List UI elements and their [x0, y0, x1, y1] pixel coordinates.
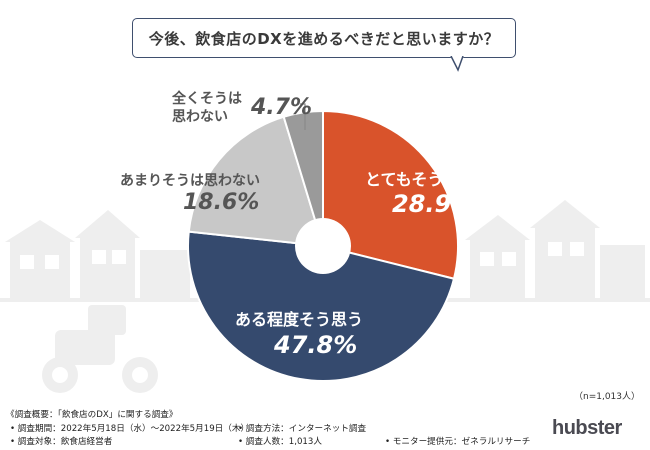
slice-somewhat-agree [187, 230, 456, 382]
leader-line-not-at-all [300, 103, 306, 130]
label-not-much: あまりそうは思わない [120, 173, 260, 189]
survey-provider: • モニター提供元：ゼネラルリサーチ [385, 437, 531, 447]
label-not-at-all-2: 思わない [172, 109, 228, 125]
label-very-agree: とてもそう思う [365, 170, 476, 189]
survey-footer: 《調査概要：「飲食店のDX」に関する調査》 • 調査期間：2022年5月18日（… [0, 405, 650, 450]
survey-title: 《調査概要：「飲食店のDX」に関する調査》 [6, 410, 178, 420]
slice-not-much [187, 115, 325, 248]
pie-chart [187, 103, 459, 382]
survey-period: • 調査期間：2022年5月18日（水）〜2022年5月19日（木） [10, 424, 250, 434]
value-not-much: 18.6% [183, 190, 260, 215]
value-somewhat-agree: 47.8% [274, 331, 358, 359]
question-text: 今後、飲食店のDXを進めるべきだと思いますか？ [132, 18, 516, 58]
hubster-logo: hubster [552, 417, 622, 439]
pie-center-hole [295, 218, 351, 274]
label-not-at-all-1: 全くそうは [172, 91, 242, 107]
label-somewhat-agree: ある程度そう思う [235, 310, 364, 329]
sample-size-note: （n=1,013人） [573, 392, 640, 402]
slice-very-agree [322, 109, 459, 280]
slice-not-at-all [282, 109, 324, 247]
survey-method: • 調査方法：インターネット調査 [238, 424, 367, 434]
value-not-at-all: 4.7% [251, 95, 313, 120]
survey-target: • 調査対象：飲食店経営者 [10, 437, 113, 447]
survey-respondents: • 調査人数：1,013人 [238, 437, 322, 447]
bubble-tail [450, 56, 464, 72]
value-very-agree: 28.9% [392, 190, 476, 218]
question-bubble: 今後、飲食店のDXを進めるべきだと思いますか？ [132, 18, 518, 72]
